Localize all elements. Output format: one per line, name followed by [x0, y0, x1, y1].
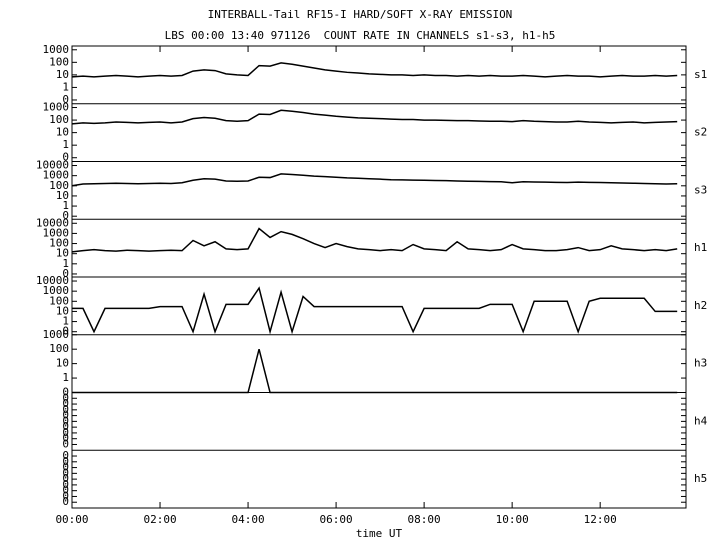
- y-tick-label: 10000: [36, 159, 69, 172]
- y-tick-label: 100: [49, 294, 69, 307]
- y-tick-label: 10: [56, 357, 69, 370]
- y-tick-label: 1000: [43, 226, 70, 239]
- panel-label: h1: [694, 241, 707, 254]
- y-tick-label: 100: [49, 113, 69, 126]
- panel-label: s1: [694, 68, 707, 81]
- y-tick-label: 100: [49, 237, 69, 250]
- y-tick-label: 0: [62, 478, 69, 491]
- series-line: [71, 173, 678, 187]
- chart-subtitle: LBS 00:00 13:40 971126 COUNT RATE IN CHA…: [165, 29, 556, 42]
- y-tick-label: 0: [62, 489, 69, 502]
- y-tick-label: 0: [62, 426, 69, 439]
- y-tick-label: 0: [62, 325, 69, 338]
- y-tick-label: 0: [62, 449, 69, 462]
- y-tick-label: 0: [62, 391, 69, 404]
- y-tick-label: 0: [62, 267, 69, 280]
- panel-label: h4: [694, 414, 708, 427]
- y-tick-label: 0: [62, 93, 69, 106]
- y-tick-label: 10000: [36, 216, 69, 229]
- y-tick-label: 10: [56, 126, 69, 139]
- y-tick-label: 0: [62, 409, 69, 422]
- x-axis-label: time UT: [356, 527, 403, 540]
- y-tick-label: 10: [56, 304, 69, 317]
- y-tick-label: 10: [56, 68, 69, 81]
- y-tick-label: 1: [62, 371, 69, 384]
- y-tick-label: 0: [62, 495, 69, 508]
- y-tick-label: 0: [62, 397, 69, 410]
- y-tick-label: 10: [56, 189, 69, 202]
- y-tick-label: 1: [62, 257, 69, 270]
- x-tick-label: 06:00: [320, 513, 353, 526]
- y-tick-label: 1: [62, 138, 69, 151]
- y-tick-label: 1000: [43, 101, 70, 114]
- x-tick-label: 00:00: [55, 513, 88, 526]
- y-tick-label: 1000: [43, 284, 70, 297]
- panel-label: s2: [694, 126, 707, 139]
- y-tick-label: 0: [62, 437, 69, 450]
- y-tick-label: 0: [62, 461, 69, 474]
- x-tick-label: 02:00: [143, 513, 176, 526]
- y-tick-label: 0: [62, 484, 69, 497]
- x-tick-label: 08:00: [408, 513, 441, 526]
- y-tick-label: 1: [62, 80, 69, 93]
- chart-title: INTERBALL-Tail RF15-I HARD/SOFT X-RAY EM…: [208, 8, 513, 21]
- y-tick-label: 100: [49, 342, 69, 355]
- x-tick-label: 04:00: [231, 513, 264, 526]
- y-tick-label: 0: [62, 466, 69, 479]
- y-tick-label: 0: [62, 455, 69, 468]
- panel-label: h2: [694, 299, 707, 312]
- panel-label: s3: [694, 183, 707, 196]
- series-line: [71, 109, 678, 125]
- x-tick-label: 12:00: [584, 513, 617, 526]
- panel-label: h5: [694, 472, 707, 485]
- y-tick-label: 1000: [43, 328, 70, 341]
- y-tick-label: 1: [62, 199, 69, 212]
- y-tick-label: 100: [49, 179, 69, 192]
- y-tick-label: 1: [62, 315, 69, 328]
- y-tick-label: 10: [56, 247, 69, 260]
- y-tick-label: 0: [62, 403, 69, 416]
- panel-label: h3: [694, 357, 707, 370]
- y-tick-label: 10000: [36, 274, 69, 287]
- y-tick-label: 100: [49, 55, 69, 68]
- series-line: [71, 62, 678, 78]
- y-tick-label: 0: [62, 432, 69, 445]
- series-line: [71, 227, 678, 253]
- y-tick-label: 0: [62, 151, 69, 164]
- x-tick-label: 10:00: [496, 513, 529, 526]
- y-tick-label: 0: [62, 209, 69, 222]
- series-line: [72, 286, 678, 335]
- y-tick-label: 0: [62, 420, 69, 433]
- y-tick-label: 0: [62, 414, 69, 427]
- y-tick-label: 0: [62, 472, 69, 485]
- y-tick-label: 1000: [43, 43, 70, 56]
- y-tick-label: 1000: [43, 169, 70, 182]
- y-tick-label: 0: [62, 386, 69, 399]
